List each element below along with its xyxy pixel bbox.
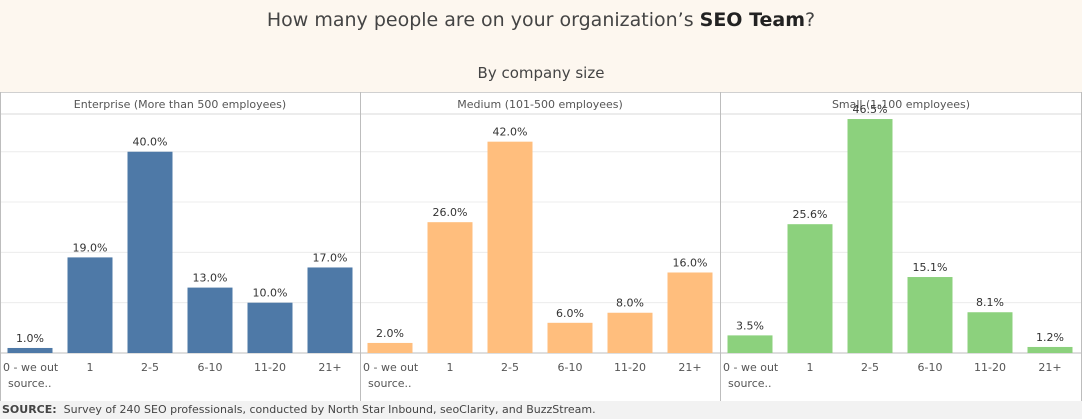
category-label-continued: source..: [368, 377, 412, 390]
bar-value-label: 15.1%: [913, 261, 948, 274]
bar: [1027, 346, 1073, 353]
bar-value-label: 46.5%: [853, 103, 888, 116]
chart-title: How many people are on your organization…: [0, 9, 1082, 31]
title-suffix: ?: [805, 9, 816, 31]
title-bold: SEO Team: [699, 9, 806, 31]
category-label: 0 - we out: [363, 361, 419, 374]
bar-value-label: 2.0%: [376, 327, 404, 340]
bar: [727, 335, 773, 353]
category-label: 11-20: [254, 361, 286, 374]
category-label: 2-5: [501, 361, 519, 374]
category-label: 6-10: [198, 361, 223, 374]
bar: [787, 224, 833, 353]
category-label-continued: source..: [8, 377, 52, 390]
category-label: 21+: [318, 361, 341, 374]
panel-title: Medium (101-500 employees): [457, 98, 623, 111]
category-label: 1: [807, 361, 814, 374]
bar: [847, 119, 893, 353]
bar-value-label: 6.0%: [556, 307, 584, 320]
bar: [367, 342, 413, 353]
category-label-continued: source..: [728, 377, 772, 390]
bar: [967, 312, 1013, 353]
bar-value-label: 13.0%: [193, 272, 228, 285]
category-label: 2-5: [141, 361, 159, 374]
category-label: 1: [447, 361, 454, 374]
bar: [187, 287, 233, 353]
panel-title: Enterprise (More than 500 employees): [74, 98, 286, 111]
bar-value-label: 16.0%: [673, 256, 708, 269]
source-text: Survey of 240 SEO professionals, conduct…: [63, 403, 596, 416]
bar: [427, 222, 473, 353]
category-label: 1: [87, 361, 94, 374]
source-footer: SOURCE: Survey of 240 SEO professionals,…: [0, 401, 1082, 419]
category-label: 11-20: [974, 361, 1006, 374]
bar: [67, 257, 113, 353]
category-label: 2-5: [861, 361, 879, 374]
bar-value-label: 1.2%: [1036, 331, 1064, 344]
bar: [127, 151, 173, 353]
bar: [487, 141, 533, 353]
bar-value-label: 1.0%: [16, 332, 44, 345]
source-label: SOURCE:: [2, 403, 57, 416]
bar-value-label: 17.0%: [313, 251, 348, 264]
chart-header: How many people are on your organization…: [0, 0, 1082, 92]
bar-value-label: 3.5%: [736, 319, 764, 332]
category-label: 6-10: [558, 361, 583, 374]
bar-value-label: 25.6%: [793, 208, 828, 221]
bar: [607, 312, 653, 353]
category-label: 21+: [1038, 361, 1061, 374]
bar-value-label: 40.0%: [133, 136, 168, 149]
bar: [907, 277, 953, 353]
chart-subtitle: By company size: [477, 64, 605, 82]
bar-value-label: 26.0%: [433, 206, 468, 219]
bar-chart-panels: Enterprise (More than 500 employees) 1.0%…: [0, 92, 1082, 401]
bar-value-label: 10.0%: [253, 287, 288, 300]
category-label: 21+: [678, 361, 701, 374]
bar: [7, 347, 53, 353]
bar-value-label: 8.0%: [616, 297, 644, 310]
bar-value-label: 42.0%: [493, 126, 528, 139]
bar-value-label: 19.0%: [73, 241, 108, 254]
category-label: 6-10: [918, 361, 943, 374]
bar: [547, 322, 593, 353]
bar: [307, 267, 353, 353]
panel-title: Small (1-100 employees): [832, 98, 970, 111]
category-label: 0 - we out: [723, 361, 779, 374]
bar-value-label: 8.1%: [976, 296, 1004, 309]
bar: [667, 272, 713, 353]
category-label: 0 - we out: [3, 361, 59, 374]
category-label: 11-20: [614, 361, 646, 374]
bar: [247, 302, 293, 353]
title-prefix: How many people are on your organization…: [266, 9, 700, 31]
